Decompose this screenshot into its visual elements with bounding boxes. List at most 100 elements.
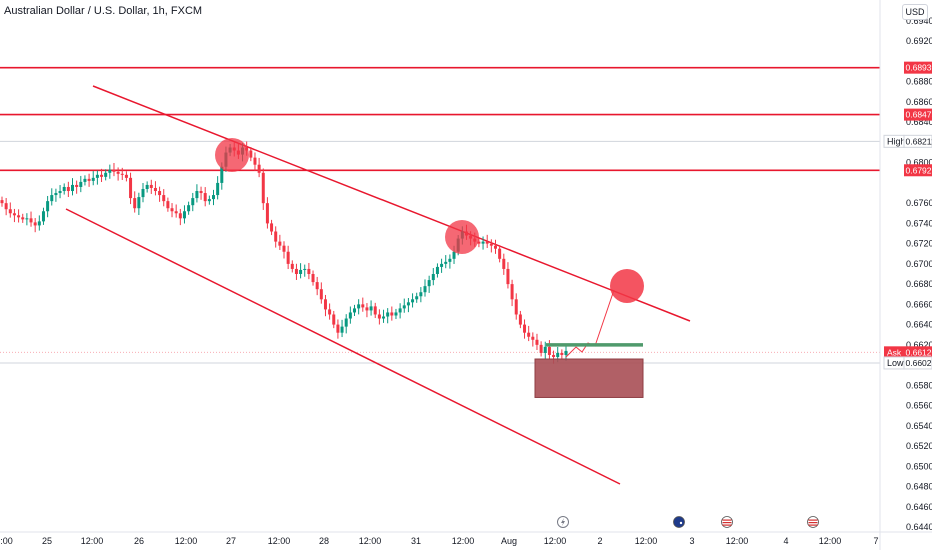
candle-body (494, 245, 497, 249)
level-price-text: 0.66021 (906, 358, 932, 368)
candle-body (307, 268, 311, 274)
candle-body (390, 312, 394, 316)
lightning-icon[interactable] (557, 516, 569, 528)
candle-body (162, 195, 166, 202)
candle-body (274, 231, 278, 242)
candle-body (116, 171, 120, 174)
level-price-text: 0.68475 (906, 110, 932, 120)
candle-body (203, 193, 207, 202)
level-price-text: 0.68211 (906, 136, 932, 146)
candle-body (435, 266, 439, 274)
candle-body (406, 302, 410, 306)
level-label-text: Ask (887, 347, 902, 357)
us-flag-icon[interactable] (807, 516, 819, 528)
candle-body (104, 172, 108, 177)
candle-body (21, 217, 25, 220)
candle-body (25, 218, 29, 220)
candle-body (398, 308, 402, 313)
currency-button[interactable]: USD (902, 4, 928, 20)
candle-body (348, 312, 352, 319)
candle-body (216, 182, 220, 196)
candle-body (382, 316, 386, 319)
level-price-box (903, 356, 932, 370)
candle-body (510, 284, 514, 300)
time-tick-label: 27 (226, 536, 236, 546)
candle-body (556, 352, 560, 357)
candle-body (527, 332, 531, 337)
au-flag-icon[interactable] (673, 516, 685, 528)
us-flag-icon[interactable] (721, 516, 733, 528)
level-price-text: 0.68939 (906, 63, 932, 73)
candle-body (427, 280, 431, 287)
candle-body (340, 326, 344, 333)
time-tick-label: 25 (42, 536, 52, 546)
candle-body (353, 308, 356, 313)
candle-body (332, 314, 336, 325)
candle-body (361, 304, 365, 308)
candle-body (290, 263, 294, 269)
candle-body (91, 177, 95, 181)
candle-body (249, 150, 253, 158)
level-label-text: Low (887, 358, 904, 368)
candle-body (319, 289, 323, 300)
candle-body (514, 299, 518, 315)
candle-body (124, 174, 128, 178)
candle-body (129, 177, 133, 199)
candle-body (33, 222, 37, 226)
time-tick-label: 12:00 (175, 536, 198, 546)
candle-body (187, 205, 191, 212)
candle-body (170, 208, 174, 212)
candle-body (373, 306, 377, 315)
projection-path (565, 289, 615, 358)
candle-body (315, 282, 319, 290)
candle-body (100, 174, 104, 177)
symbol-title[interactable]: Australian Dollar / U.S. Dollar, 1h, FXC… (4, 5, 203, 17)
candle-body (502, 258, 506, 269)
level-price-text: 0.66126 (906, 347, 932, 357)
candle-body (191, 198, 195, 206)
level-price-box (904, 61, 932, 74)
candle-body (17, 215, 21, 218)
candle-body (535, 339, 539, 345)
price-axis-panel (880, 0, 932, 550)
demand-zone (534, 358, 644, 398)
candle-body (75, 184, 79, 187)
candle-body (141, 188, 145, 198)
channel-lower-line (65, 208, 621, 485)
level-price-box (904, 346, 932, 359)
candle-body (506, 268, 510, 285)
candle-body (4, 203, 8, 210)
candle-body (518, 314, 522, 325)
candle-body (282, 245, 286, 252)
candle-body (207, 199, 211, 202)
time-tick-label: 31 (411, 536, 421, 546)
candle-body (386, 312, 390, 317)
level-price-box (903, 134, 932, 148)
candle-body (477, 241, 481, 244)
candle-body (523, 324, 527, 333)
candle-body (336, 324, 340, 333)
candle-body (311, 274, 315, 283)
candle-body (79, 181, 83, 187)
candle-body (178, 213, 182, 219)
candle-body (29, 218, 33, 223)
candle-body (71, 184, 74, 192)
candle-body (133, 198, 137, 209)
candle-body (286, 251, 290, 264)
time-tick-label: 12:00 (452, 536, 475, 546)
candle-body (257, 164, 261, 173)
candle-body (547, 346, 551, 355)
candle-body (357, 304, 361, 309)
candle-body (95, 174, 99, 178)
